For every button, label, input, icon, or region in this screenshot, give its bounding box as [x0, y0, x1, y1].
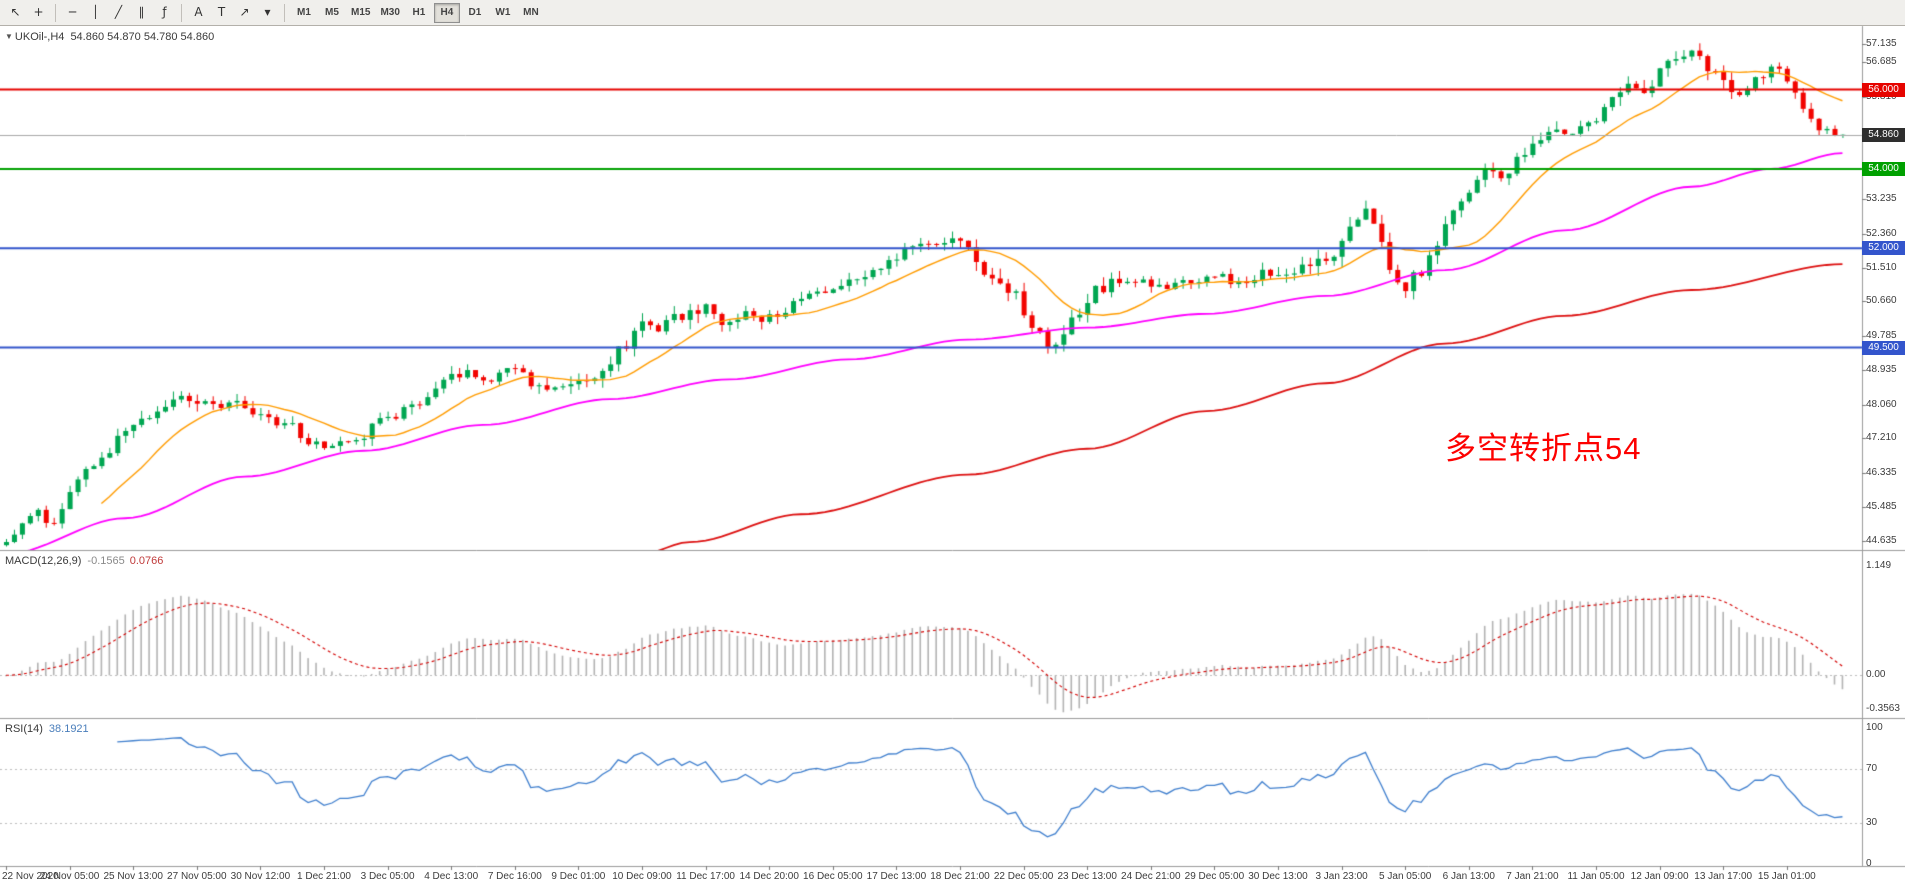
- horizontal-line-tool-button[interactable]: ─: [61, 2, 84, 23]
- current-price-badge: 54.860: [1862, 127, 1905, 142]
- hline-price-badge[interactable]: 56.000: [1862, 82, 1905, 97]
- hline-price-badge[interactable]: 49.500: [1862, 340, 1905, 355]
- time-axis-label: 14 Dec 20:00: [739, 871, 799, 882]
- toolbar-separator: [284, 3, 285, 22]
- price-tick-label: 50.660: [1866, 295, 1897, 307]
- ohlc-values: 54.860 54.870 54.780 54.860: [70, 31, 215, 43]
- text-label-tool-button[interactable]: T: [210, 2, 233, 23]
- price-tick-label: 52.360: [1866, 228, 1897, 239]
- text-tool-button[interactable]: A: [187, 2, 210, 23]
- timeframe-w1-button[interactable]: W1: [490, 3, 516, 23]
- timeframe-h1-button[interactable]: H1: [406, 3, 432, 23]
- time-axis-label: 13 Jan 17:00: [1694, 871, 1753, 882]
- price-tick-label: 48.060: [1866, 398, 1897, 410]
- price-tick-label: 47.210: [1866, 432, 1897, 444]
- time-axis-label: 29 Dec 05:00: [1184, 871, 1245, 882]
- chart-symbol-label: ▼ UKOil-,H4 54.860 54.870 54.780 54.860: [5, 31, 214, 43]
- timeframe-m30-button[interactable]: M30: [376, 3, 403, 23]
- rsi-indicator-label: RSI(14) 38.1921: [5, 723, 89, 735]
- time-axis-label: 6 Jan 13:00: [1442, 871, 1495, 882]
- time-axis-label: 22 Nov 2020: [2, 871, 59, 882]
- macd-scale-label: 1.149: [1866, 560, 1892, 572]
- time-axis-label: 24 Dec 21:00: [1121, 871, 1181, 882]
- rsi-value: 38.1921: [48, 723, 89, 735]
- time-axis-label: 30 Nov 12:00: [230, 871, 291, 882]
- time-axis-label: 9 Dec 01:00: [551, 871, 606, 882]
- price-tick-label: 56.685: [1866, 56, 1897, 68]
- time-axis-label: 1 Dec 21:00: [297, 871, 351, 882]
- price-tick-label: 51.510: [1866, 261, 1897, 273]
- time-axis-label: 4 Dec 13:00: [424, 871, 479, 882]
- arrow-objects-dropdown-tool-button[interactable]: ▾: [256, 2, 279, 23]
- rsi-name: RSI(14): [5, 723, 43, 735]
- time-axis-label: 7 Jan 21:00: [1506, 871, 1559, 882]
- cursor-tool-button[interactable]: ↖: [4, 2, 27, 23]
- time-axis-label: 25 Nov 13:00: [103, 871, 163, 882]
- chart-annotation-text: 多空转折点54: [1445, 431, 1642, 466]
- timeframe-d1-button[interactable]: D1: [462, 3, 488, 23]
- rsi-scale-label: 70: [1866, 762, 1878, 774]
- price-tick-label: 49.785: [1866, 330, 1897, 342]
- toolbar-separator: [55, 3, 56, 22]
- time-axis-label: 27 Nov 05:00: [167, 871, 227, 882]
- time-axis-label: 3 Dec 05:00: [360, 871, 415, 882]
- time-axis-label: 24 Nov 05:00: [39, 871, 100, 882]
- rsi-scale-label: 0: [1866, 858, 1872, 869]
- timeframe-m1-button[interactable]: M1: [291, 3, 317, 23]
- toolbar-separator: [181, 3, 182, 22]
- time-axis-label: 11 Jan 05:00: [1567, 871, 1625, 882]
- equidistant-channel-tool-button[interactable]: ∥: [130, 2, 153, 23]
- timeframe-m15-button[interactable]: M15: [347, 3, 374, 23]
- timeframe-toolbar: M1 M5 M15 M30 H1 H4 D1 W1 MN: [290, 2, 545, 23]
- time-axis-label: 12 Jan 09:00: [1630, 871, 1689, 882]
- price-tick-label: 44.635: [1866, 534, 1897, 546]
- price-tick-label: 48.935: [1866, 363, 1897, 375]
- macd-indicator-label: MACD(12,26,9) -0.1565 0.0766: [5, 555, 163, 567]
- price-scale[interactable]: 57.135 56.685 55.810 53.235 52.360 51.510 50.6…: [1862, 26, 1905, 869]
- timeframe-mn-button[interactable]: MN: [518, 3, 544, 23]
- time-scale[interactable]: 22 Nov 2020 24 Nov 05:00 25 Nov 13:00 27 No…: [0, 866, 1862, 894]
- price-tick-label: 53.235: [1866, 193, 1897, 205]
- symbol-collapse-icon[interactable]: ▼: [5, 32, 13, 41]
- time-axis-label: 11 Dec 17:00: [676, 871, 735, 882]
- time-axis-label: 23 Dec 13:00: [1057, 871, 1117, 882]
- macd-main-value: -0.1565: [87, 555, 125, 567]
- macd-signal-value: 0.0766: [129, 555, 164, 567]
- time-axis-label: 15 Jan 01:00: [1757, 871, 1816, 882]
- price-tick-label: 46.335: [1866, 467, 1897, 479]
- time-axis-label: 3 Jan 23:00: [1315, 871, 1368, 882]
- crosshair-tool-button[interactable]: +: [27, 2, 50, 23]
- price-tick-label: 45.485: [1866, 500, 1897, 512]
- macd-scale-label: -0.3563: [1866, 703, 1900, 715]
- time-axis-label: 7 Dec 16:00: [487, 871, 542, 882]
- macd-scale-label: 0.00: [1866, 669, 1886, 681]
- macd-name: MACD(12,26,9): [5, 555, 82, 567]
- timeframe-m5-button[interactable]: M5: [319, 3, 345, 23]
- toolbar: ↖ + ─ │ ╱ ∥ ƒ A T ↗ ▾ M1 M5 M15 M30 H1 H4 D1 W1 MN: [0, 0, 1905, 26]
- trendline-tool-button[interactable]: ╱: [107, 2, 130, 23]
- rsi-scale-label: 100: [1866, 722, 1883, 733]
- price-tick-label: 55.810: [1866, 91, 1897, 103]
- symbol-name: UKOil-,H4: [14, 31, 65, 43]
- price-tick-label: 57.135: [1866, 38, 1897, 50]
- fibonacci-retracement-tool-button[interactable]: ƒ: [153, 2, 176, 23]
- time-axis-label: 30 Dec 13:00: [1248, 871, 1308, 882]
- time-axis-label: 18 Dec 21:00: [930, 871, 990, 882]
- timeframe-h4-button[interactable]: H4: [433, 2, 460, 23]
- drawing-toolbar: ↖ + ─ │ ╱ ∥ ƒ A T ↗ ▾: [4, 2, 290, 23]
- time-axis-label: 16 Dec 05:00: [803, 871, 863, 882]
- hline-price-badge[interactable]: 54.000: [1862, 161, 1905, 176]
- arrow-objects-tool-button[interactable]: ↗: [233, 2, 256, 23]
- hline-price-badge[interactable]: 52.000: [1862, 241, 1905, 256]
- time-axis-label: 17 Dec 13:00: [866, 871, 927, 882]
- vertical-line-tool-button[interactable]: │: [84, 2, 107, 23]
- time-axis-label: 5 Jan 05:00: [1379, 871, 1432, 882]
- time-axis-label: 22 Dec 05:00: [993, 871, 1054, 882]
- rsi-scale-label: 30: [1866, 817, 1878, 829]
- time-axis-label: 10 Dec 09:00: [612, 871, 672, 882]
